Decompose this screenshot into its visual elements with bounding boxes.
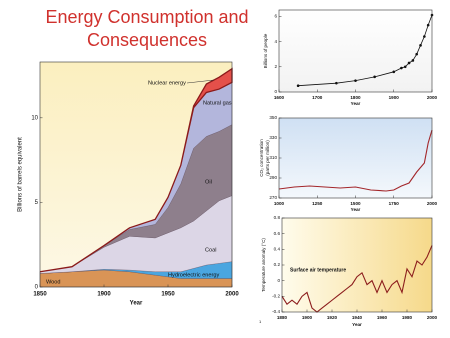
- y-tick-label: 0: [35, 285, 39, 291]
- slide-title: Energy Consumption and Consequences: [45, 7, 249, 50]
- y-tick-label: 5: [35, 200, 39, 206]
- data-point: [354, 79, 357, 82]
- series-label: Wood: [46, 279, 61, 285]
- data-point: [373, 75, 376, 79]
- y-axis-label: Billions of people: [263, 33, 268, 68]
- x-tick-label: 1700: [312, 95, 323, 100]
- y-tick-label: 10: [31, 115, 38, 121]
- series-label: Nuclear energy: [148, 80, 186, 86]
- x-tick-label: 1500: [350, 201, 361, 206]
- data-point: [400, 66, 403, 70]
- x-tick-label: 1920: [327, 315, 338, 320]
- x-tick-label: 1900: [97, 292, 111, 298]
- series-label: Oil: [205, 179, 212, 185]
- x-tick-label: 2000: [427, 315, 438, 320]
- y-tick-label: 310: [269, 155, 277, 160]
- x-tick-label: 1940: [352, 315, 363, 320]
- plot-background: [282, 218, 432, 312]
- y-tick-label: 6: [274, 14, 277, 19]
- y-tick-label: 270: [269, 195, 277, 200]
- y-tick-label: -0.2: [272, 294, 280, 299]
- y-tick-label: 0: [274, 89, 277, 94]
- y-axis-label: (parts per million): [265, 140, 270, 176]
- data-point: [392, 70, 396, 74]
- y-tick-label: 0.6: [274, 231, 281, 236]
- x-tick-label: 1600: [274, 95, 285, 100]
- data-point: [296, 84, 300, 87]
- data-point: [407, 61, 411, 65]
- y-axis-label: CO₂ concentration: [259, 139, 264, 177]
- x-tick-label: 1850: [33, 292, 47, 298]
- data-point: [426, 23, 430, 27]
- x-tick-label: 1900: [389, 95, 400, 100]
- x-tick-label: 1000: [274, 201, 285, 206]
- data-point: [423, 35, 426, 38]
- y-tick-label: 330: [269, 135, 277, 140]
- x-tick-label: 1250: [312, 201, 323, 206]
- data-point: [419, 44, 422, 47]
- x-tick-label: 2000: [427, 201, 438, 206]
- y-tick-label: 4: [274, 39, 277, 44]
- x-axis-label: Year: [130, 301, 143, 307]
- data-point: [335, 81, 338, 85]
- x-axis-label: Year: [351, 101, 361, 106]
- x-tick-label: 2000: [225, 292, 239, 298]
- x-tick-label: 2000: [427, 95, 438, 100]
- y-tick-label: 0.4: [274, 247, 281, 252]
- y-tick-label: 2: [274, 64, 277, 69]
- y-tick-label: 0.8: [274, 215, 281, 220]
- y-axis-label: Billions of barrels equivalent: [18, 137, 24, 212]
- y-tick-label: 0: [277, 278, 280, 283]
- y-tick-label: 350: [269, 115, 277, 120]
- x-axis-label: Year: [351, 207, 361, 212]
- data-line: [281, 245, 433, 313]
- series-label: Hydroelectric energy: [168, 272, 220, 278]
- x-axis-label: Year: [352, 322, 362, 327]
- plot-background: [279, 10, 432, 92]
- x-tick-label: 1900: [302, 315, 313, 320]
- data-point: [411, 59, 415, 62]
- data-point: [415, 52, 419, 56]
- plot-frame: [39, 61, 233, 288]
- data-line: [278, 129, 433, 192]
- x-tick-label: 1880: [277, 315, 288, 320]
- plot-background: [279, 118, 432, 198]
- y-axis-label: Temperature anomaly (°C): [261, 238, 266, 292]
- label-pointer: [186, 79, 215, 84]
- x-tick-label: 1750: [389, 201, 400, 206]
- data-point: [403, 65, 407, 69]
- x-tick-label: 1800: [350, 95, 361, 100]
- series-label: Natural gas: [203, 100, 232, 106]
- data-line: [298, 14, 433, 87]
- x-tick-label: 1950: [161, 292, 175, 298]
- y-tick-label: -0.4: [272, 309, 280, 314]
- series-label: Coal: [205, 247, 217, 253]
- x-tick-label: 1960: [377, 315, 388, 320]
- y-tick-label: 290: [269, 175, 277, 180]
- x-tick-label: 1980: [402, 315, 413, 320]
- y-tick-label: 0.2: [274, 262, 281, 267]
- annotation: Surface air temperature: [290, 267, 346, 273]
- footnote: 1: [259, 319, 262, 324]
